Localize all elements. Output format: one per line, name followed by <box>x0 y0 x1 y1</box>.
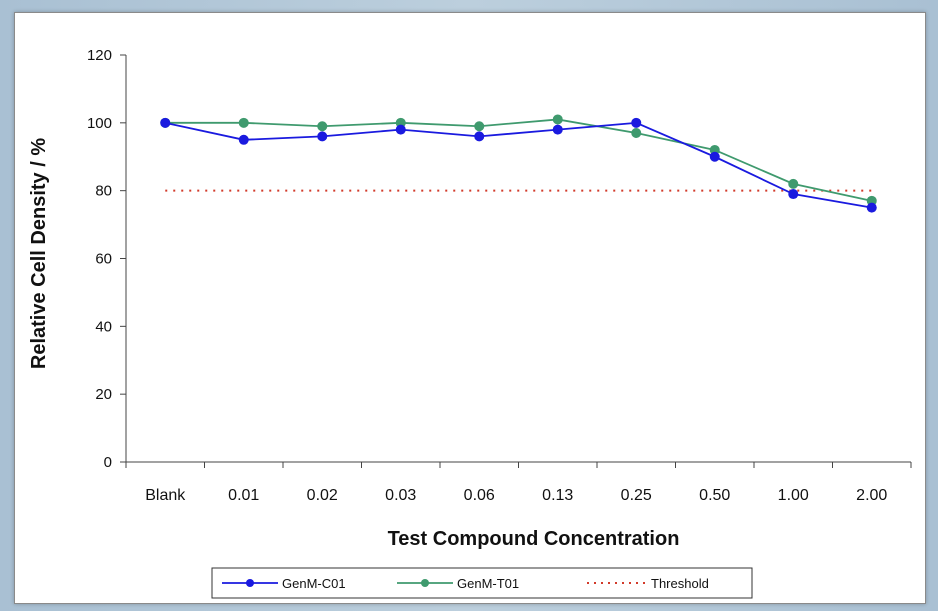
data-point <box>631 128 642 139</box>
data-point <box>474 121 485 132</box>
chart-svg: 0 20 40 60 80 100 120 Blank 0.01 0.02 0.03 0.06 0.13… <box>28 47 912 599</box>
y-tick-label: 20 <box>95 386 112 403</box>
x-tick-label: 0.02 <box>307 487 338 504</box>
data-point <box>788 178 799 189</box>
x-tick-label: 0.13 <box>542 487 573 504</box>
y-tick-label: 120 <box>87 47 112 64</box>
legend-box <box>211 567 753 599</box>
x-tick-label: 0.50 <box>699 487 730 504</box>
data-point <box>238 134 249 145</box>
data-point <box>474 131 485 142</box>
legend-swatch-marker <box>246 579 254 587</box>
data-point <box>552 124 563 135</box>
series-line <box>165 118 872 202</box>
y-tick-label: 60 <box>95 251 112 268</box>
series-genm-t01 <box>160 114 877 206</box>
axes: 0 20 40 60 80 100 120 Blank 0.01 0.02 0.03 0.06 0.13… <box>87 47 912 504</box>
x-axis-title: Test Compound Concentration <box>388 528 680 550</box>
y-tick-label: 0 <box>104 454 112 471</box>
series-line <box>165 121 872 209</box>
legend-label: GenM-C01 <box>282 576 346 591</box>
y-tick-label: 40 <box>95 318 112 335</box>
data-point <box>238 117 249 128</box>
legend-label: GenM-T01 <box>457 576 519 591</box>
x-tick-label: 0.01 <box>228 487 259 504</box>
data-point <box>317 121 328 132</box>
x-tick-label: 0.03 <box>385 487 416 504</box>
data-point <box>631 117 642 128</box>
series-layer <box>160 114 877 213</box>
data-point <box>317 131 328 142</box>
data-point <box>709 151 720 162</box>
series-genm-c01 <box>160 117 877 213</box>
y-tick-label: 100 <box>87 115 112 132</box>
x-tick-label: 0.25 <box>621 487 652 504</box>
data-point <box>395 124 406 135</box>
legend: GenM-C01 GenM-T01 Threshold <box>211 567 753 599</box>
data-point <box>866 202 877 213</box>
x-tick-label: 1.00 <box>778 487 809 504</box>
legend-swatch-marker <box>421 579 429 587</box>
x-tick-label: 0.06 <box>464 487 495 504</box>
legend-label: Threshold <box>651 576 709 591</box>
chart-panel: 0 20 40 60 80 100 120 Blank 0.01 0.02 0.03 0.06 0.13… <box>14 12 926 604</box>
x-tick-label: 2.00 <box>856 487 887 504</box>
y-tick-label: 80 <box>95 183 112 200</box>
data-point <box>788 189 799 200</box>
data-point <box>552 114 563 125</box>
data-point <box>160 117 171 128</box>
x-tick-label: Blank <box>145 487 186 504</box>
y-axis-title: Relative Cell Density / % <box>28 138 50 369</box>
